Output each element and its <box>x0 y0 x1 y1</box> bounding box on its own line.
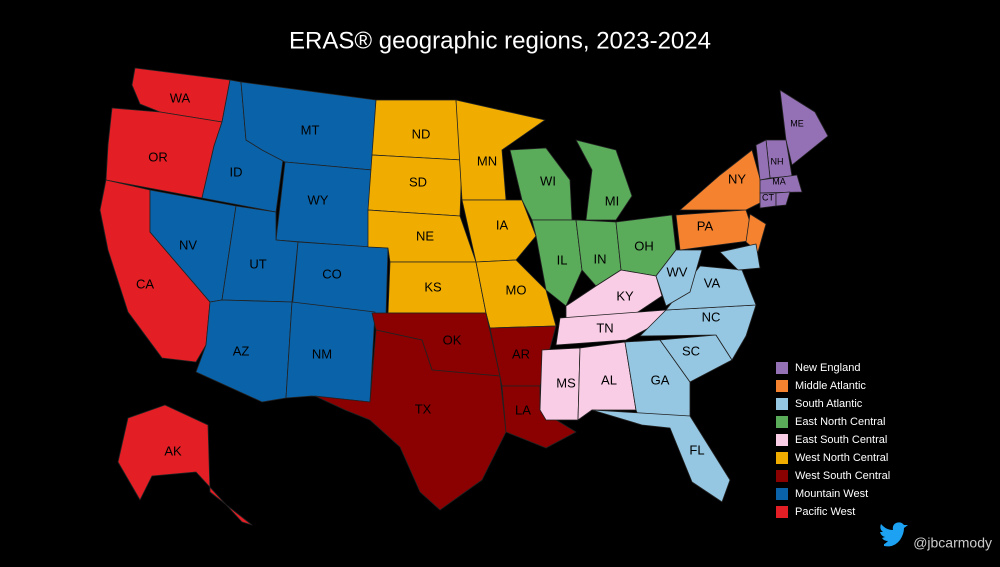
legend-swatch <box>776 416 788 428</box>
legend-label: South Atlantic <box>795 398 863 410</box>
state-label: UT <box>249 256 266 271</box>
legend-swatch <box>776 380 788 392</box>
state-label: OR <box>148 149 168 164</box>
state-label: AL <box>601 372 617 387</box>
state-label: MS <box>556 375 576 390</box>
state-label: WI <box>540 173 556 188</box>
state-label: IA <box>496 217 509 232</box>
state <box>759 174 803 194</box>
state-label: MT <box>301 122 320 137</box>
state-labels: WA OR CA AK ID MT WY NV UT CO AZ NM ND SD NE KS MN IA MO OK… <box>136 90 804 458</box>
twitter-icon <box>880 522 908 547</box>
legend-label: Mountain West <box>795 488 868 500</box>
state-label: MA <box>772 176 786 186</box>
state-label: CA <box>136 276 154 291</box>
state-label: FL <box>689 442 704 457</box>
state-label: NE <box>416 228 434 243</box>
state-label: AK <box>164 443 182 458</box>
legend-swatch <box>776 434 788 446</box>
state <box>577 341 637 421</box>
state <box>591 409 731 503</box>
state-label: MI <box>605 193 619 208</box>
legend-swatch <box>776 488 788 500</box>
state <box>501 385 577 449</box>
legend-swatch <box>776 452 788 464</box>
state-label: WV <box>667 264 688 279</box>
legend-swatch <box>776 398 788 410</box>
legend-label: Pacific West <box>795 506 855 518</box>
state-label: CT <box>762 192 774 202</box>
state-label: TX <box>415 401 432 416</box>
legend-swatch <box>776 506 788 518</box>
state-label: NY <box>728 171 746 186</box>
legend-label: West South Central <box>795 470 890 482</box>
state-label: ME <box>790 118 804 128</box>
state-label: AZ <box>233 343 250 358</box>
state-label: OH <box>634 238 654 253</box>
legend: New England Middle Atlantic South Atlantic… <box>776 362 890 518</box>
state-label: NM <box>312 346 332 361</box>
state-label: LA <box>515 402 531 417</box>
state <box>655 249 703 307</box>
state-label: TN <box>596 320 613 335</box>
state-label: SC <box>682 343 700 358</box>
state-label: KS <box>424 279 442 294</box>
legend-label: Middle Atlantic <box>795 380 866 392</box>
state-label: GA <box>651 372 670 387</box>
state <box>461 199 537 263</box>
state <box>755 139 771 181</box>
states <box>99 67 829 526</box>
legend-label: East North Central <box>795 416 885 428</box>
state <box>314 329 507 511</box>
state-label: OK <box>443 332 462 347</box>
state-label: NC <box>702 309 721 324</box>
state-label: AR <box>512 346 530 361</box>
state-label: SD <box>409 174 427 189</box>
legend-swatch <box>776 362 788 374</box>
state <box>779 89 829 166</box>
state <box>539 347 581 421</box>
state <box>745 213 767 253</box>
state-label: MO <box>506 282 527 297</box>
state <box>117 404 253 526</box>
state-label: WY <box>308 192 329 207</box>
state-label: MN <box>477 153 497 168</box>
state <box>679 149 767 211</box>
legend-label: East South Central <box>795 434 887 446</box>
state <box>719 243 761 271</box>
state-label: KY <box>616 288 634 303</box>
legend-label: New England <box>795 362 860 374</box>
state-label: CO <box>322 266 342 281</box>
state-label: NH <box>771 156 784 166</box>
state-label: VA <box>704 275 721 290</box>
credit: @jbcarmody <box>913 535 992 551</box>
state <box>555 309 667 346</box>
state-label: ND <box>412 126 431 141</box>
state <box>455 99 546 201</box>
legend-label: West North Central <box>795 452 888 464</box>
state-label: ID <box>230 164 243 179</box>
state-label: IN <box>594 251 607 266</box>
state-label: NV <box>179 237 197 252</box>
map-title: ERAS® geographic regions, 2023-2024 <box>289 27 711 54</box>
state <box>575 139 633 221</box>
state-label: PA <box>697 218 714 233</box>
state <box>775 191 791 207</box>
state-label: WA <box>170 90 191 105</box>
state-label: IL <box>557 252 568 267</box>
legend-swatch <box>776 470 788 482</box>
